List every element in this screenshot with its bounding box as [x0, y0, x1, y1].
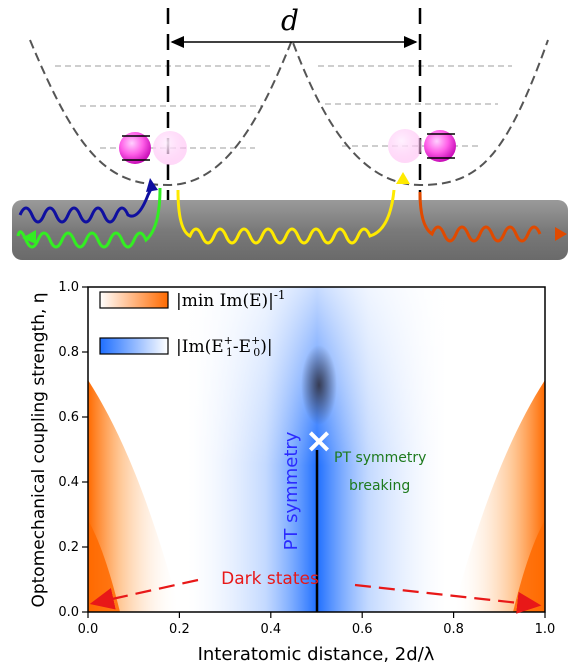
pt-breaking-label-2: breaking [349, 478, 410, 494]
photon-wave-yellow [176, 189, 396, 245]
schematic: d [12, 4, 568, 260]
blue-arrowhead [146, 178, 158, 192]
double-well-potential [29, 37, 549, 187]
x-ticks [87, 612, 546, 618]
photon-wave-blue [18, 186, 154, 224]
legend-label-orange-exp: -1 [274, 288, 286, 302]
dark-core [301, 345, 337, 425]
legend-swatch-orange [99, 291, 169, 309]
y-tick-label: 0.4 [58, 475, 79, 490]
atom-left [119, 131, 187, 165]
orange-region-right [453, 380, 545, 612]
photon-wave-green [16, 187, 162, 249]
distance-label: d [281, 4, 299, 37]
green-arrowhead [22, 230, 36, 244]
orange-region-left [88, 380, 180, 612]
dark-states-arrow-right [354, 583, 542, 614]
y-tick-label: 0.8 [58, 345, 79, 360]
x-tick-label: 0.8 [443, 622, 464, 637]
x-tick-label: 1.0 [535, 622, 556, 637]
energy-levels-right [318, 65, 512, 147]
y-tick-labels: 0.0 0.2 0.4 0.6 0.8 1.0 [58, 280, 79, 620]
x-tick-label: 0.0 [78, 622, 99, 637]
y-tick-label: 1.0 [58, 280, 79, 295]
y-tick-label: 0.0 [58, 605, 79, 620]
plot-frame [87, 286, 546, 613]
orange-arrowhead [555, 227, 567, 241]
photon-wave-orange [418, 191, 542, 243]
x-axis-label: Interatomic distance, 2d/λ [198, 644, 435, 665]
pt-symmetry-label: PT symmetry [281, 431, 302, 550]
atom-right [388, 129, 456, 163]
heatmap-chart: 0.0 0.2 0.4 0.6 0.8 1.0 0.0 0.2 0.4 0.6 … [29, 280, 555, 665]
y-tick-label: 0.2 [58, 540, 79, 555]
y-ticks [82, 286, 88, 613]
legend-label-blue: |Im(E+ 1-E+ 0)| [176, 334, 273, 359]
y-axis-label: Optomechanical coupling strength, η [29, 292, 49, 607]
x-tick-label: 0.4 [260, 622, 281, 637]
orange-core-right [513, 520, 545, 612]
x-tick-label: 0.2 [169, 622, 190, 637]
legend-label-orange: |min Im(E)|-1 [176, 288, 286, 311]
exceptional-point-marker: × [305, 421, 334, 461]
legend-swatch-blue [99, 337, 169, 355]
pt-breaking-label-1: PT symmetry [334, 450, 426, 466]
heatmap-fill [88, 287, 545, 612]
legend: |min Im(E)|-1 |Im(E+ 1-E+ 0)| [99, 288, 286, 359]
y-tick-label: 0.6 [58, 410, 79, 425]
dark-states-label: Dark states [221, 569, 319, 589]
x-tick-label: 0.6 [352, 622, 373, 637]
dark-states-arrow-left [89, 578, 199, 610]
x-tick-labels: 0.0 0.2 0.4 0.6 0.8 1.0 [78, 622, 556, 637]
yellow-arrowhead [396, 172, 410, 184]
